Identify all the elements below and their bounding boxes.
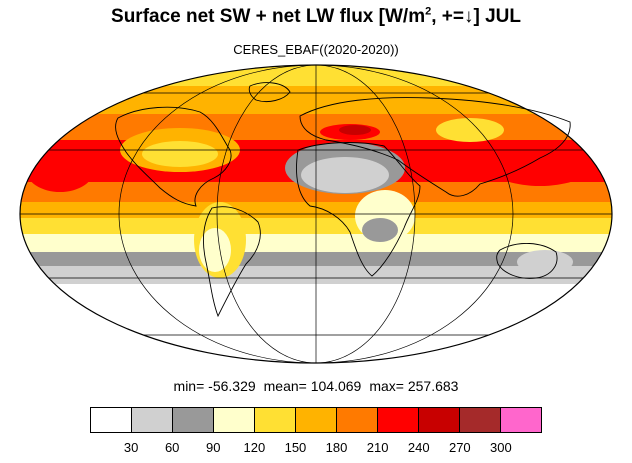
colorbar-box: [378, 408, 419, 432]
colorbar-label: 180: [325, 440, 348, 455]
colorbar-box: [337, 408, 378, 432]
stats-line: min= -56.329 mean= 104.069 max= 257.683: [0, 378, 632, 394]
colorbar-box: [173, 408, 214, 432]
map-subtitle: CERES_EBAF((2020-2020)): [233, 42, 399, 57]
colorbar-box: [419, 408, 460, 432]
colorbar-label: 300: [490, 440, 512, 455]
coastlines: [115, 82, 571, 318]
colorbar-label: 90: [206, 440, 221, 455]
colorbar-box: [296, 408, 337, 432]
colorbar-labels: 30 60 90 120 150 180 210 240 270 300: [90, 440, 542, 456]
colorbar-box: [255, 408, 296, 432]
colorbar-label: 150: [284, 440, 307, 455]
colorbar-label: 30: [123, 440, 139, 455]
colorbar-label: 120: [243, 440, 266, 455]
stat-min: min= -56.329: [173, 378, 256, 394]
stat-mean: mean= 104.069: [263, 378, 362, 394]
colorbar: [90, 407, 542, 433]
colorbar-box: [214, 408, 255, 432]
colorbar-box: [132, 408, 173, 432]
colorbar-box: [91, 408, 132, 432]
colorbar-label: 240: [407, 440, 430, 455]
colorbar-label: 210: [366, 440, 389, 455]
globe-outline: [19, 64, 613, 364]
colorbar-box: [460, 408, 501, 432]
map-title: Surface net SW + net LW flux [W/m2, +=↓]…: [111, 5, 521, 27]
colorbar-label: 270: [448, 440, 471, 455]
colorbar-box: [501, 408, 541, 432]
stat-max: max= 257.683: [369, 378, 459, 394]
colorbar-label: 60: [164, 440, 180, 455]
